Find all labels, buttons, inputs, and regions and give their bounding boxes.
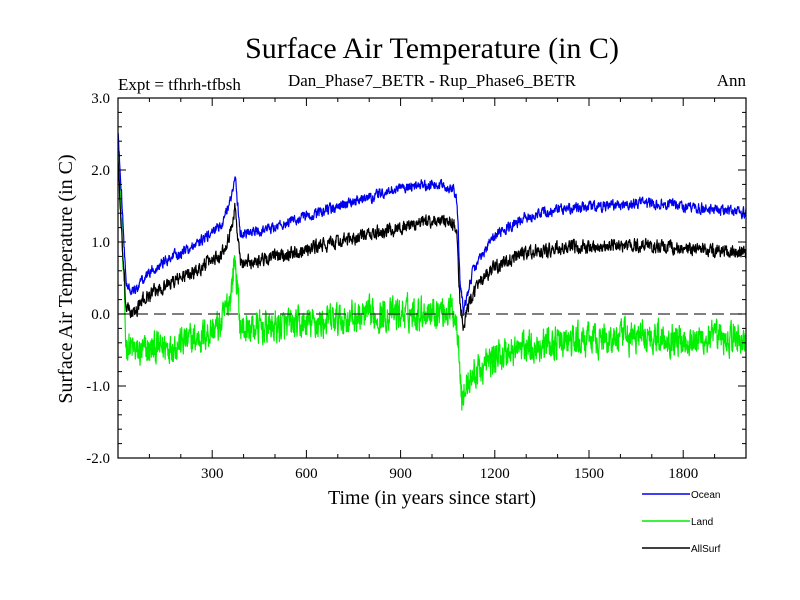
series-layer [117, 132, 747, 411]
x-tick-label: 1500 [574, 466, 604, 482]
legend: Ocean Land AllSurf [642, 490, 721, 555]
y-tick-label: -2.0 [86, 451, 110, 467]
chart-title: Surface Air Temperature (in C) [245, 32, 619, 65]
legend-label-land: Land [691, 517, 713, 528]
y-axis: -2.0 -1.0 0.0 1.0 2.0 3.0 [86, 91, 746, 467]
x-tick-label: 600 [295, 466, 318, 482]
chart-left-note: Expt = tfhrh-tfbsh [118, 75, 241, 94]
y-tick-label: 0.0 [91, 307, 110, 323]
x-tick-label: 300 [201, 466, 224, 482]
x-tick-label: 1800 [668, 466, 698, 482]
series-line-ocean [117, 132, 747, 316]
y-axis-label: Surface Air Temperature (in C) [55, 154, 77, 403]
series-line-allsurf [117, 157, 747, 331]
plot-frame [117, 97, 747, 459]
chart-right-note: Ann [717, 71, 747, 90]
y-tick-label: -1.0 [86, 379, 110, 395]
y-tick-label: 1.0 [91, 235, 110, 251]
x-axis: 300 600 900 1200 1500 1800 [148, 98, 716, 482]
series-line-land [117, 140, 747, 411]
y-tick-label: 3.0 [91, 91, 110, 107]
chart-subtitle: Dan_Phase7_BETR - Rup_Phase6_BETR [288, 71, 577, 90]
x-axis-label: Time (in years since start) [328, 487, 536, 509]
x-tick-label: 900 [389, 466, 412, 482]
legend-label-allsurf: AllSurf [691, 544, 721, 555]
y-tick-label: 2.0 [91, 163, 110, 179]
legend-label-ocean: Ocean [691, 490, 720, 501]
x-tick-label: 1200 [480, 466, 510, 482]
